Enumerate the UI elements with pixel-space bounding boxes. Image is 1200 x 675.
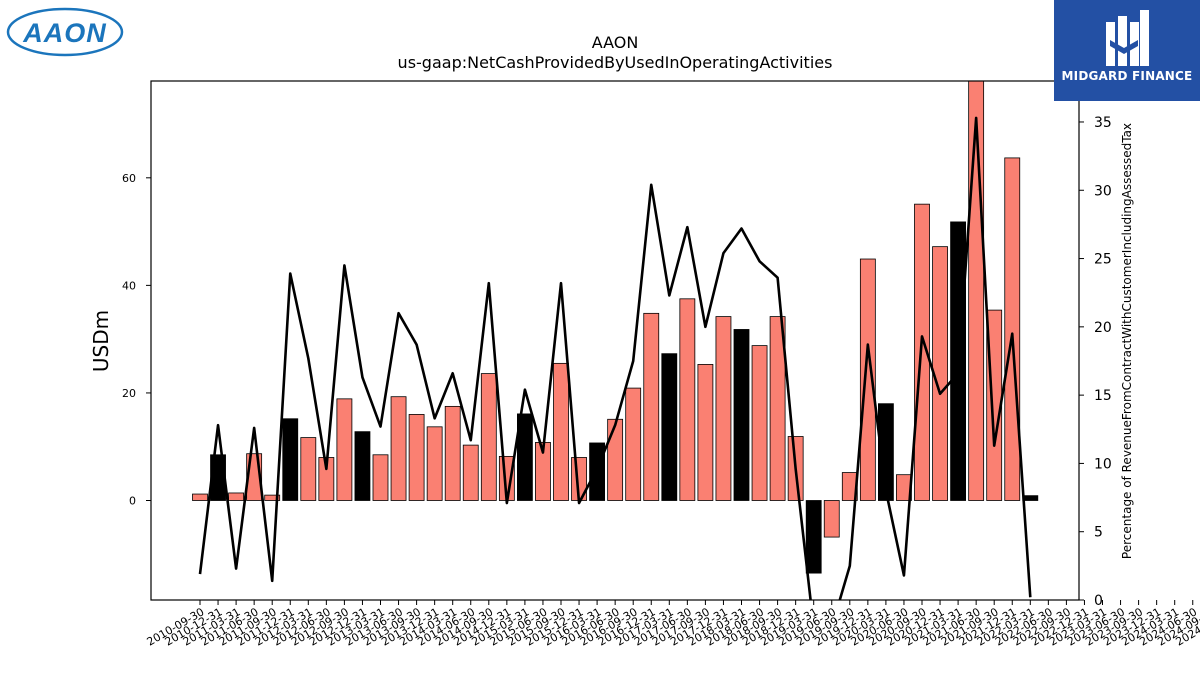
bar [300, 437, 317, 501]
midgard-finance-text: MIDGARD FINANCE [1061, 69, 1193, 83]
bar [372, 454, 389, 501]
bar [679, 298, 696, 501]
svg-text:AAON: AAON [22, 18, 107, 48]
y2-tick-label: 10 [1094, 456, 1112, 472]
bar [1004, 157, 1021, 501]
bar [589, 442, 605, 501]
y2-tick-label: 30 [1094, 183, 1112, 199]
bar [607, 418, 624, 501]
bar [517, 413, 533, 501]
bar [715, 316, 732, 501]
bar [805, 500, 822, 574]
bar [408, 414, 425, 501]
bar [769, 316, 786, 501]
y2-tick-label: 0 [1094, 593, 1103, 609]
y-tick-label: 20 [122, 387, 136, 400]
bar [1022, 495, 1039, 501]
bar [390, 396, 407, 501]
bar [697, 364, 714, 501]
y-axis-right: 0 5 10 15 20 25 30 35 [1079, 115, 1112, 609]
bar [228, 492, 245, 501]
bar-series [192, 80, 1039, 574]
y2-tick-label: 25 [1094, 252, 1112, 268]
bar [336, 398, 353, 501]
y2-tick-label: 15 [1094, 388, 1112, 404]
chart-title: AAON [592, 33, 639, 52]
bar [859, 258, 876, 501]
y2-tick-label: 35 [1094, 115, 1112, 131]
y-tick-label: 60 [122, 172, 136, 185]
y-tick-label: 0 [129, 495, 136, 508]
bar [823, 500, 840, 538]
bar [968, 80, 985, 501]
bar [553, 362, 569, 501]
midgard-mark-icon [1106, 10, 1149, 66]
x-axis: 2010-09-302010-12-312011-03-312011-06-30… [145, 600, 1200, 649]
y-axis-label: USDm [89, 310, 113, 372]
y2-tick-label: 5 [1094, 525, 1103, 541]
line-path [198, 116, 1032, 600]
y-axis-left: 0 20 40 60 [122, 172, 151, 508]
aaon-logo: AAON [6, 7, 124, 57]
bar [643, 312, 660, 501]
bar [480, 373, 497, 501]
bar [426, 426, 443, 501]
bar [751, 345, 768, 501]
y-tick-label: 40 [122, 279, 136, 292]
midgard-finance-logo: MIDGARD FINANCE [1054, 0, 1200, 101]
bar [444, 405, 461, 501]
bar [625, 387, 642, 501]
bar [462, 444, 479, 501]
bar [264, 494, 281, 501]
y2-tick-label: 20 [1094, 320, 1112, 336]
aaon-logo-icon: AAON [6, 7, 124, 57]
bar [733, 329, 750, 501]
bar [661, 353, 678, 501]
y2-axis-label: Percentage of RevenueFromContractWithCus… [1120, 123, 1134, 559]
chart-subtitle: us-gaap:NetCashProvidedByUsedInOperating… [398, 53, 833, 72]
bar [354, 431, 371, 501]
line-series [198, 116, 1032, 600]
bar [878, 403, 894, 501]
bar [192, 493, 208, 501]
bar [282, 418, 299, 501]
